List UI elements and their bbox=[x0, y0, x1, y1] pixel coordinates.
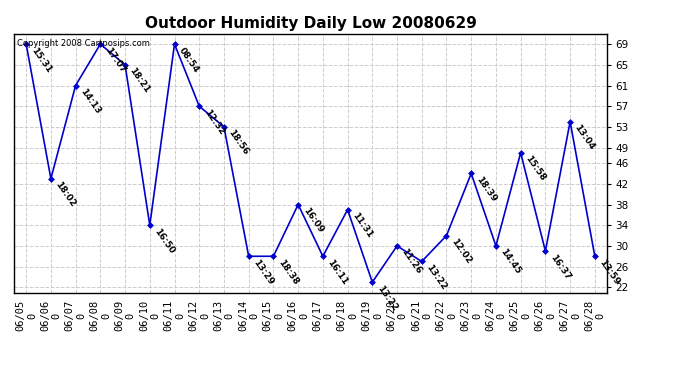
Text: 16:37: 16:37 bbox=[548, 252, 572, 281]
Text: 11:26: 11:26 bbox=[400, 248, 424, 276]
Text: 11:31: 11:31 bbox=[351, 211, 374, 240]
Text: 12:32: 12:32 bbox=[202, 108, 226, 136]
Text: 16:11: 16:11 bbox=[326, 258, 349, 286]
Text: 13:04: 13:04 bbox=[573, 123, 597, 152]
Text: 18:39: 18:39 bbox=[474, 175, 498, 204]
Text: 15:58: 15:58 bbox=[524, 154, 547, 183]
Text: 15:31: 15:31 bbox=[29, 45, 52, 74]
Text: 13:29: 13:29 bbox=[251, 258, 275, 286]
Text: Copyright 2008 Cartposips.com: Copyright 2008 Cartposips.com bbox=[17, 39, 150, 48]
Text: 18:21: 18:21 bbox=[128, 66, 152, 95]
Text: 08:54: 08:54 bbox=[177, 45, 201, 74]
Title: Outdoor Humidity Daily Low 20080629: Outdoor Humidity Daily Low 20080629 bbox=[145, 16, 476, 31]
Text: 13:22: 13:22 bbox=[375, 284, 399, 312]
Text: 12:02: 12:02 bbox=[449, 237, 473, 266]
Text: 14:13: 14:13 bbox=[79, 87, 102, 116]
Text: 18:02: 18:02 bbox=[54, 180, 77, 209]
Text: 13:22: 13:22 bbox=[424, 263, 448, 291]
Text: 17:07: 17:07 bbox=[103, 45, 127, 74]
Text: 13:59: 13:59 bbox=[598, 258, 622, 286]
Text: 16:09: 16:09 bbox=[301, 206, 325, 234]
Text: 14:45: 14:45 bbox=[499, 248, 522, 276]
Text: 18:56: 18:56 bbox=[227, 128, 250, 157]
Text: 16:50: 16:50 bbox=[152, 226, 176, 255]
Text: 18:38: 18:38 bbox=[276, 258, 300, 286]
